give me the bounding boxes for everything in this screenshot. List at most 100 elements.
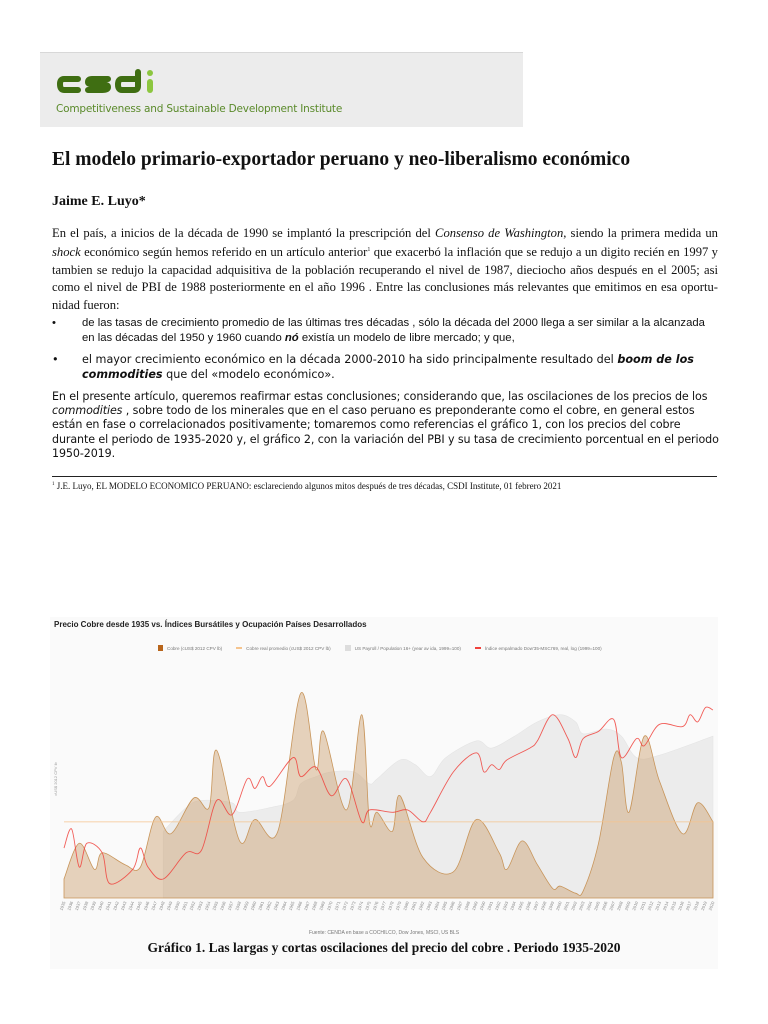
x-tick-label: 1967: [303, 900, 311, 911]
x-tick-label: 1948: [158, 900, 166, 911]
x-tick-label: 1960: [249, 900, 257, 911]
figure-caption: Gráfico 1. Las largas y cortas oscilacio…: [147, 940, 621, 955]
data-point: [483, 771, 484, 772]
data-point: [163, 878, 164, 879]
x-tick-label: 2006: [601, 900, 609, 911]
data-point: [644, 736, 645, 737]
data-point: [247, 778, 248, 779]
data-point: [659, 755, 660, 756]
data-point: [537, 864, 538, 865]
data-point: [331, 795, 332, 796]
data-point: [430, 776, 431, 777]
x-tick-label: 2008: [616, 900, 624, 911]
x-tick-label: 1950: [173, 900, 181, 911]
data-point: [315, 776, 316, 777]
article-author: Jaime E. Luyo*: [52, 194, 146, 209]
data-point: [529, 747, 530, 748]
data-point: [147, 866, 148, 867]
x-tick-label: 1954: [204, 900, 212, 911]
data-point: [186, 852, 187, 853]
x-tick-label: 2011: [639, 900, 647, 911]
x-tick-label: 2012: [646, 900, 654, 911]
data-point: [697, 802, 698, 803]
data-point: [170, 833, 171, 834]
x-tick-label: 1991: [486, 900, 494, 911]
data-point: [376, 778, 377, 779]
data-point: [94, 869, 95, 870]
chart-title: Precio Cobre desde 1935 vs. Índices Burs…: [54, 620, 367, 629]
bullet-item: • de las tasas de crecimiento promedio d…: [52, 316, 718, 346]
data-point: [399, 759, 400, 760]
text: En el presente artículo, queremos reafir…: [52, 390, 708, 403]
x-tick-label: 1979: [395, 900, 403, 911]
data-point: [140, 847, 141, 848]
x-tick-label: 1966: [295, 900, 303, 911]
x-tick-label: 1943: [120, 900, 128, 911]
data-point: [537, 721, 538, 722]
chart-legend: Cobre (cUS$ 2012 CPV lb) Cobre real prom…: [158, 645, 602, 651]
data-point: [636, 738, 637, 739]
x-tick-label: 1964: [280, 900, 288, 911]
footnote-marker: 1: [52, 482, 55, 487]
legend-item: Cobre (cUS$ 2012 CPV lb): [158, 645, 222, 651]
data-point: [239, 840, 240, 841]
data-point: [636, 757, 637, 758]
data-point: [583, 733, 584, 734]
data-point: [598, 731, 599, 732]
chart-plot: 1935 1936 1937 1938 1939 1940 1941 1942 1943 1944…: [53, 692, 716, 911]
data-point: [712, 736, 713, 737]
bullet-marker: •: [52, 317, 56, 329]
data-point: [552, 888, 553, 889]
footnote-reference[interactable]: 1: [367, 247, 371, 254]
x-tick-label: 1976: [372, 900, 380, 911]
data-point: [575, 757, 576, 758]
x-tick-label: 2017: [685, 900, 693, 911]
legend-swatch: [344, 645, 351, 651]
data-point: [453, 871, 454, 872]
data-point: [292, 757, 293, 758]
x-tick-label: 1939: [89, 900, 97, 911]
data-point: [476, 819, 477, 820]
data-point: [86, 843, 87, 844]
text: , sobre todo de los minerales que en el …: [52, 404, 719, 460]
emphasis: nó: [284, 332, 299, 344]
intro-paragraph: En el país, a inicios de la década de 19…: [52, 225, 718, 314]
x-tick-label: 1945: [135, 900, 143, 911]
x-tick-label: 1978: [387, 900, 395, 911]
data-point: [270, 807, 271, 808]
x-tick-label: 1995: [517, 900, 525, 911]
csdi-logo: [56, 69, 153, 93]
x-tick-label: 1944: [127, 900, 135, 911]
text: el mayor crecimiento económico en la déc…: [82, 353, 618, 366]
data-point: [567, 738, 568, 739]
x-tick-label: 1984: [433, 900, 441, 911]
x-tick-label: 1968: [311, 900, 319, 911]
data-point: [201, 800, 202, 801]
bullet-item: • el mayor crecimiento económico en la d…: [52, 353, 718, 382]
data-point: [186, 807, 187, 808]
text: , siendo la primera medida un: [563, 226, 718, 240]
x-tick-label: 1987: [456, 900, 464, 911]
data-point: [262, 776, 263, 777]
x-tick-label: 1942: [112, 900, 120, 911]
x-tick-label: 2020: [708, 900, 716, 911]
data-point: [361, 714, 362, 715]
data-point: [369, 783, 370, 784]
data-point: [132, 869, 133, 870]
data-point: [392, 812, 393, 813]
data-point: [560, 886, 561, 887]
x-tick-label: 1989: [471, 900, 479, 911]
data-point: [621, 762, 622, 763]
x-tick-label: 1993: [501, 900, 509, 911]
x-tick-label: 1975: [364, 900, 372, 911]
x-tick-label: 1961: [257, 900, 265, 911]
data-point: [552, 714, 553, 715]
legend-item: US Payroll / Population 16+ (year av ida…: [344, 645, 461, 651]
x-tick-label: 2003: [578, 900, 586, 911]
data-point: [598, 843, 599, 844]
italic-term: commodities: [52, 404, 123, 418]
x-tick-label: 1941: [104, 900, 112, 911]
data-point: [712, 821, 713, 822]
data-point: [422, 857, 423, 858]
legend-label: US Payroll / Population 16+ (year av ida…: [354, 645, 461, 651]
